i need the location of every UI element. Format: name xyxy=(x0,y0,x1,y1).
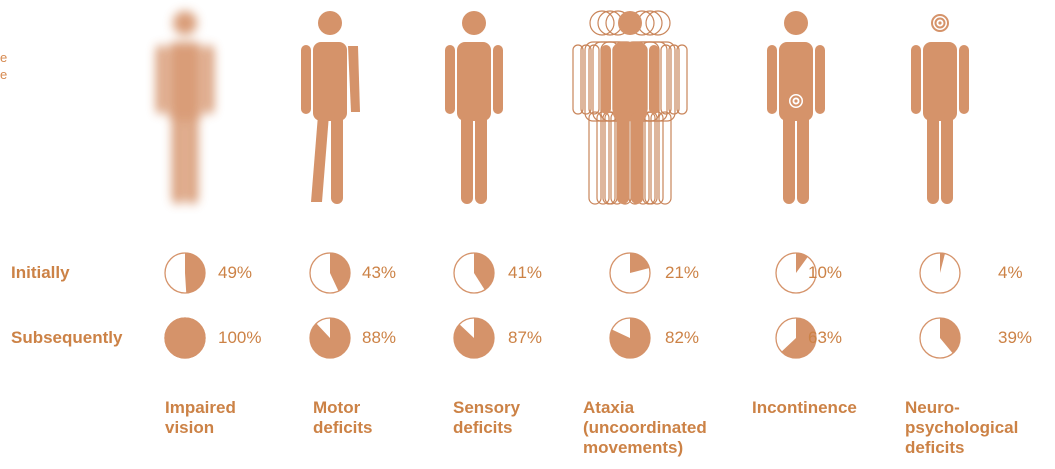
pie-initially-1-slice xyxy=(185,253,205,293)
pie-initially-4-slice xyxy=(630,253,650,273)
pie-initially-5 xyxy=(775,252,817,294)
standing-figure-icon xyxy=(445,11,503,204)
pie-subsequently-2-slice xyxy=(310,318,351,358)
category-label-2: Motor deficits xyxy=(313,398,373,437)
figures-layer xyxy=(156,10,969,205)
percent-label-initially-3: 41% xyxy=(508,263,543,282)
category-label-6: Neuro- psychological deficits xyxy=(905,398,1019,457)
category-label-4: Ataxia (uncoordinated movements) xyxy=(583,398,707,457)
percent-label-initially-5: 10% xyxy=(808,263,843,282)
intro-text-fragment: e e xyxy=(0,50,8,82)
pie-subsequently-5 xyxy=(775,317,817,359)
pie-initially-6 xyxy=(919,252,961,294)
pie-subsequently-4-slice xyxy=(609,318,650,358)
row-label-initially: Initially xyxy=(11,263,70,282)
percent-label-subsequently-6: 39% xyxy=(998,328,1033,347)
percent-label-subsequently-2: 88% xyxy=(362,328,397,347)
pie-subsequently-5-slice xyxy=(781,318,817,359)
pie-charts-layer xyxy=(164,252,961,359)
target-pelvis-figure-icon xyxy=(767,11,825,204)
target-head-figure-icon xyxy=(911,14,969,204)
pie-subsequently-3 xyxy=(453,317,495,359)
blurred-figure-icon xyxy=(156,11,214,204)
pie-subsequently-1 xyxy=(164,317,206,359)
pie-initially-3 xyxy=(453,252,495,294)
pie-initially-2 xyxy=(309,252,351,294)
pie-subsequently-2 xyxy=(309,317,351,359)
percent-label-initially-2: 43% xyxy=(362,263,397,282)
pie-subsequently-3-slice xyxy=(454,318,495,358)
pie-initially-6-slice xyxy=(940,253,945,273)
category-label-5: Incontinence xyxy=(752,398,857,417)
percent-label-subsequently-1: 100% xyxy=(218,328,262,347)
pie-initially-3-slice xyxy=(474,253,495,290)
percent-label-initially-6: 4% xyxy=(998,263,1023,282)
limping-figure-icon xyxy=(301,11,360,204)
swaying-figure-icon xyxy=(572,10,688,205)
category-label-1: Impaired vision xyxy=(165,398,236,437)
percent-label-subsequently-5: 63% xyxy=(808,328,843,347)
category-label-3: Sensory deficits xyxy=(453,398,521,437)
percent-label-initially-1: 49% xyxy=(218,263,253,282)
pelvis-target-icon xyxy=(787,92,805,110)
row-label-subsequently: Subsequently xyxy=(11,328,123,347)
head-target-icon xyxy=(931,14,949,32)
pie-subsequently-6-slice xyxy=(940,318,961,354)
pie-initially-4 xyxy=(609,252,651,294)
pie-initially-2-slice xyxy=(330,253,351,292)
pie-initially-5-slice xyxy=(796,253,808,273)
pie-subsequently-6 xyxy=(919,317,961,359)
percent-label-initially-4: 21% xyxy=(665,263,700,282)
percent-label-subsequently-3: 87% xyxy=(508,328,543,347)
percent-label-subsequently-4: 82% xyxy=(665,328,700,347)
pie-subsequently-4 xyxy=(609,317,651,359)
pie-initially-1 xyxy=(164,252,206,294)
